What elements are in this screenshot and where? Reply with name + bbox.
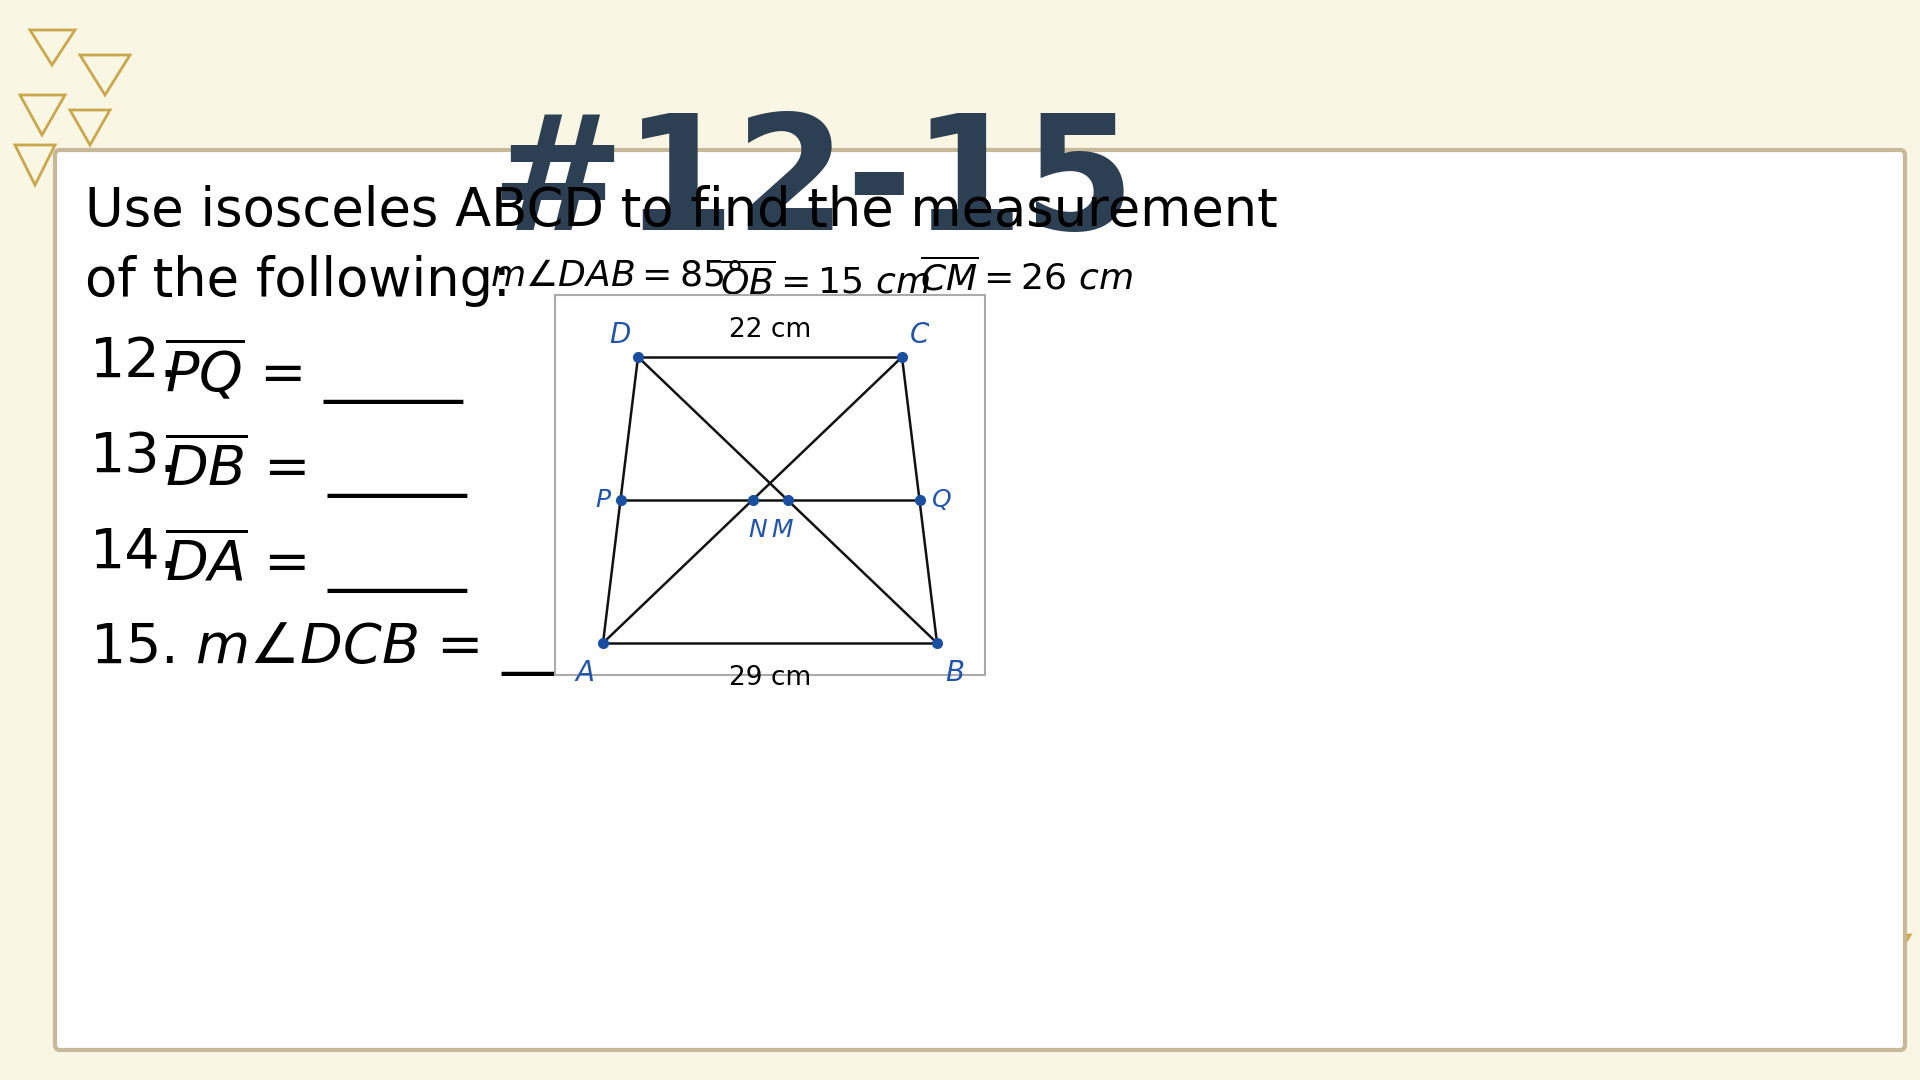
Text: $\overline{DA}$ = _____: $\overline{DA}$ = _____ <box>165 525 468 596</box>
Text: $m\angle DAB = 85°$: $m\angle DAB = 85°$ <box>490 258 741 292</box>
Text: 13.: 13. <box>90 430 179 484</box>
Text: Use isosceles ABCD to find the measurement: Use isosceles ABCD to find the measureme… <box>84 185 1277 237</box>
Text: D: D <box>609 321 630 349</box>
Text: $\overline{CM} = 26\ cm$: $\overline{CM} = 26\ cm$ <box>920 258 1133 298</box>
FancyBboxPatch shape <box>56 150 1905 1050</box>
Text: 14.: 14. <box>90 525 179 579</box>
Text: $\overline{QB} = 15\ cm$: $\overline{QB} = 15\ cm$ <box>720 258 929 301</box>
Text: M: M <box>772 518 793 542</box>
Text: N: N <box>749 518 766 542</box>
Text: $\overline{DB}$ = _____: $\overline{DB}$ = _____ <box>165 430 468 501</box>
Text: #12-15: #12-15 <box>490 108 1135 264</box>
Text: Q: Q <box>931 488 950 512</box>
Text: P: P <box>595 488 611 512</box>
Text: 12.: 12. <box>90 335 179 389</box>
Text: 22 cm: 22 cm <box>730 318 810 343</box>
FancyBboxPatch shape <box>555 295 985 675</box>
Text: 29 cm: 29 cm <box>730 665 810 691</box>
Text: C: C <box>910 321 929 349</box>
Text: A: A <box>576 659 595 687</box>
Text: B: B <box>945 659 964 687</box>
Text: 15. $m\angle DCB$ = _____: 15. $m\angle DCB$ = _____ <box>90 620 643 678</box>
Text: $\overline{PQ}$ = _____: $\overline{PQ}$ = _____ <box>165 335 465 407</box>
Text: of the following:: of the following: <box>84 255 511 307</box>
